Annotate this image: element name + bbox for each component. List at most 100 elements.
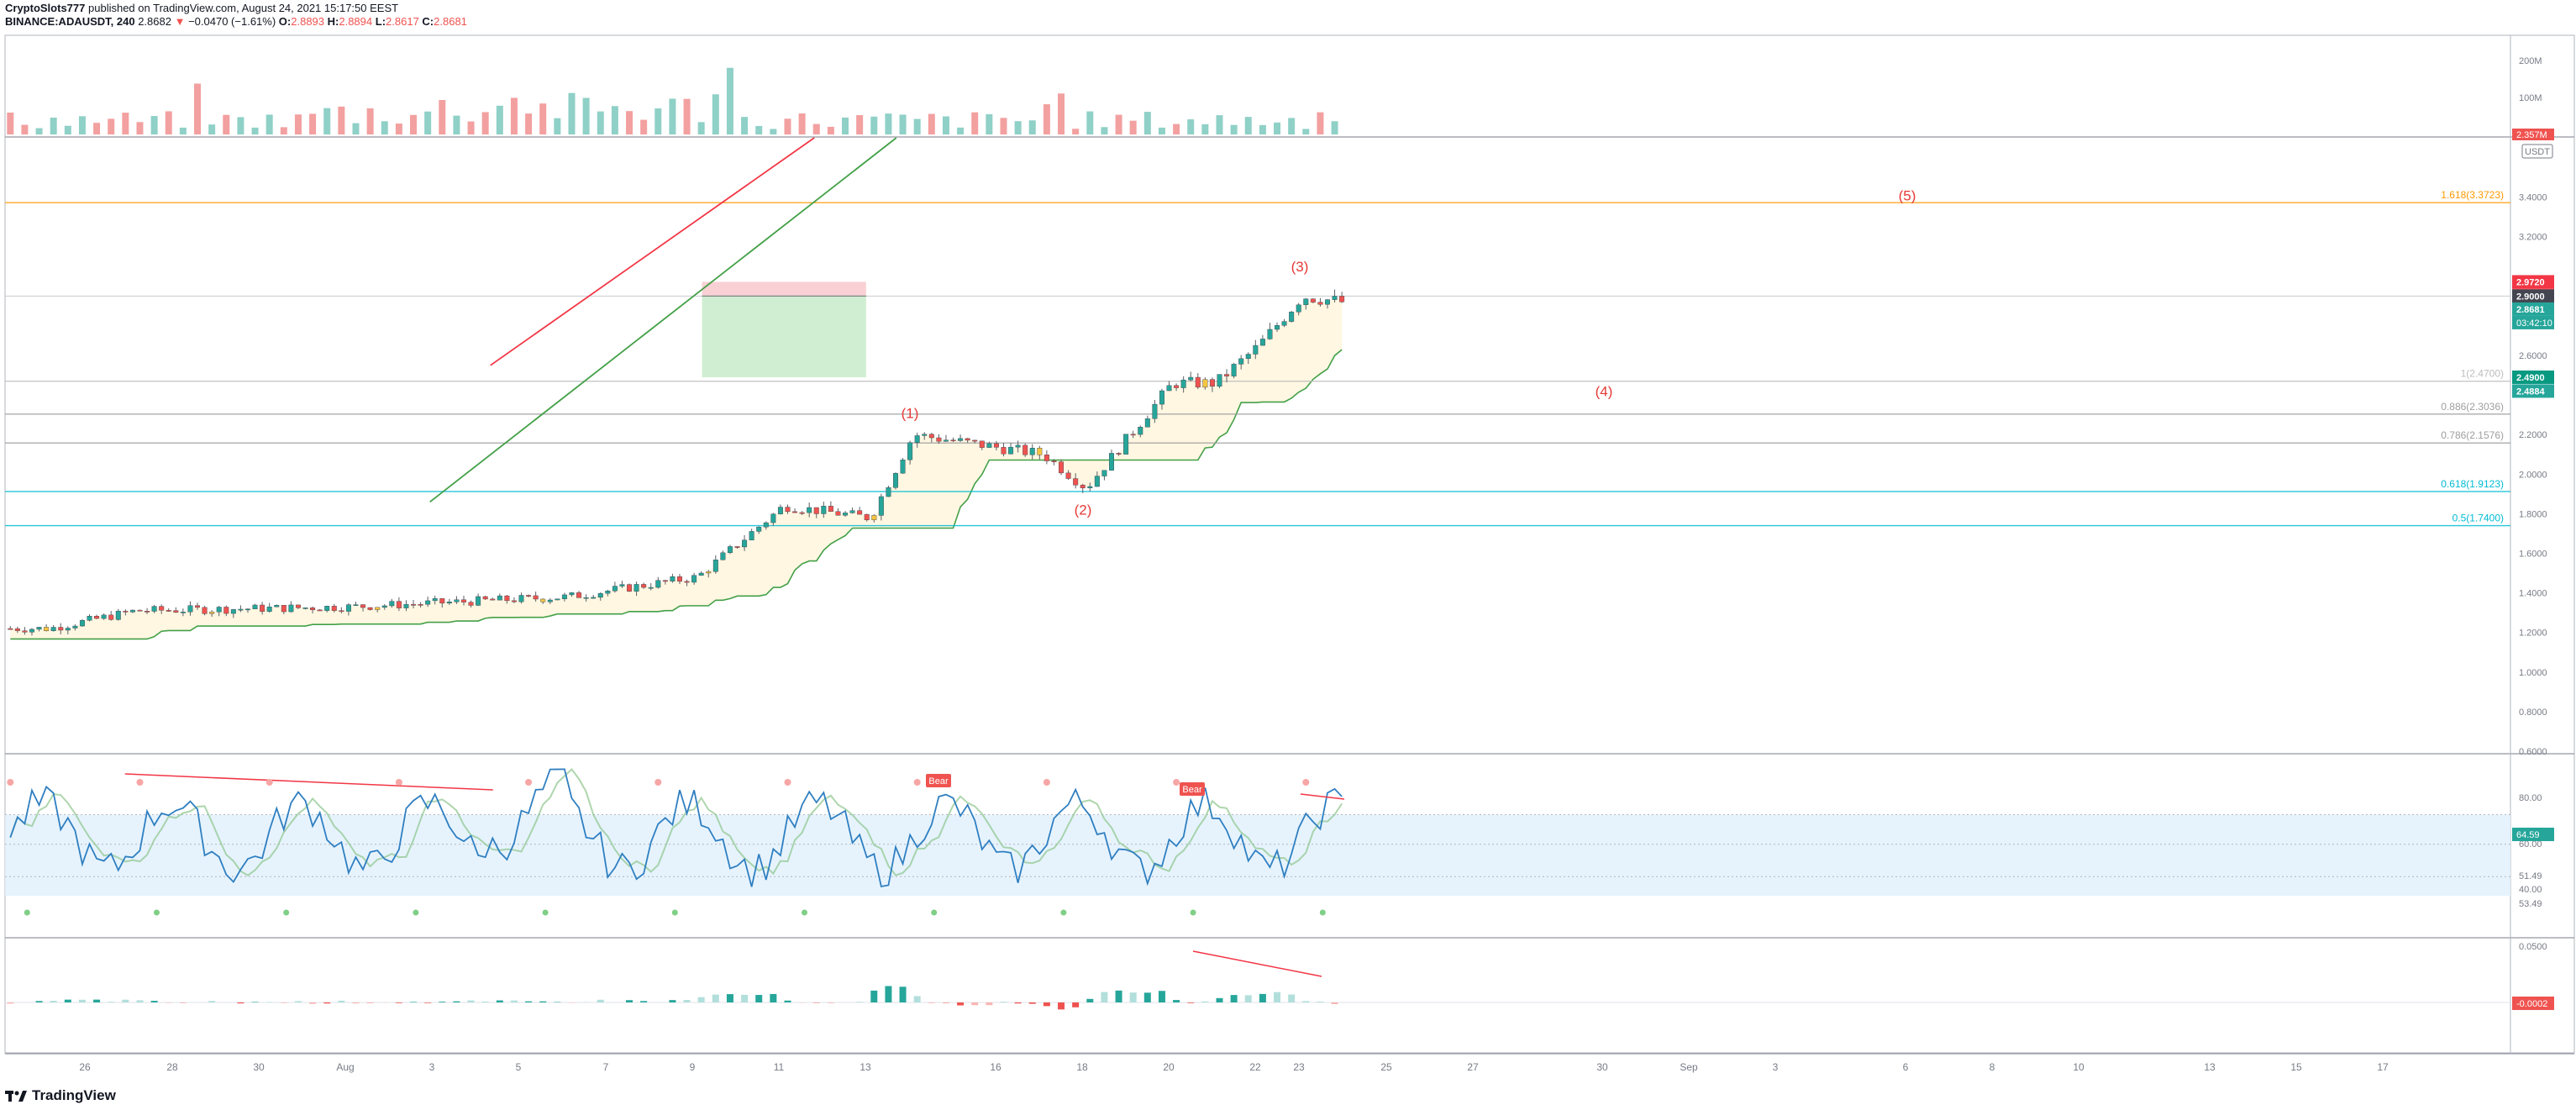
candle-body — [173, 610, 179, 613]
price-tick-label: 3.2000 — [2519, 233, 2547, 243]
volume-bar — [395, 124, 402, 134]
symbol-name[interactable]: BINANCE:ADAUSDT, 240 — [5, 15, 135, 28]
candle-body — [1144, 418, 1150, 428]
volume-bar — [986, 113, 993, 134]
candle-body — [1029, 448, 1035, 455]
histogram-bar — [1173, 1000, 1180, 1002]
time-tick-label: 10 — [2073, 1061, 2084, 1073]
volume-bar — [1115, 114, 1122, 134]
price-tag-text: 2.4884 — [2516, 387, 2546, 397]
candle-body — [101, 614, 107, 619]
time-tick-label: 22 — [1249, 1061, 1261, 1073]
volume-bar — [309, 113, 317, 134]
candle-body — [490, 598, 496, 601]
candle-body — [720, 552, 726, 560]
volume-bar — [957, 127, 965, 134]
volume-bar — [453, 115, 460, 134]
candle-body — [288, 604, 294, 613]
price-tick-label: 2.6000 — [2519, 351, 2547, 361]
volume-bar — [64, 125, 71, 134]
volume-bar — [568, 92, 576, 134]
histogram-bar — [50, 1001, 57, 1002]
time-tick-label: 3 — [429, 1061, 435, 1073]
histogram-bar — [1158, 991, 1165, 1002]
time-tick-label: 6 — [1903, 1061, 1909, 1073]
volume-bar — [640, 119, 648, 134]
open-label: O: — [278, 15, 292, 28]
candle-body — [561, 594, 567, 599]
osc-signal-dot — [784, 779, 791, 786]
bear-label: Bear — [1182, 785, 1202, 795]
candle-body — [1303, 298, 1309, 305]
volume-bar — [122, 113, 129, 134]
volume-bar — [554, 118, 561, 134]
volume-bar — [410, 114, 418, 134]
candle-body — [878, 496, 884, 516]
candle-body — [864, 513, 870, 520]
candle-body — [324, 606, 330, 611]
candle-body — [1094, 476, 1100, 487]
candle-body — [1080, 485, 1086, 488]
candle-body — [137, 609, 143, 612]
volume-bar — [1259, 124, 1266, 134]
volume-bar — [510, 97, 518, 134]
volume-bar — [7, 112, 14, 134]
volume-bar — [582, 97, 590, 134]
candle-body — [295, 604, 301, 608]
histogram-bar — [1043, 1002, 1050, 1007]
low-label: L: — [375, 15, 386, 28]
candle-body — [734, 546, 740, 548]
volume-bar — [1000, 118, 1007, 134]
candle-body — [1051, 460, 1057, 462]
candle-body — [633, 584, 639, 592]
volume-bar — [971, 112, 979, 134]
volume-bar — [208, 124, 216, 134]
candle-body — [749, 531, 754, 540]
candle-body — [266, 606, 272, 612]
volume-bar — [21, 124, 29, 134]
candle-body — [1253, 345, 1259, 355]
tradingview-logo[interactable]: TradingView — [5, 1087, 116, 1104]
osc-signal-dot — [1190, 909, 1196, 916]
volume-tag-text: 2.357M — [2516, 130, 2547, 140]
histogram-bar — [1143, 992, 1151, 1002]
candle-body — [1159, 390, 1164, 405]
wave-label: (3) — [1291, 259, 1309, 275]
time-tick-label: 9 — [690, 1061, 696, 1073]
candle-body — [1152, 403, 1158, 419]
candle-body — [591, 597, 597, 599]
candle-body — [1231, 364, 1237, 376]
histogram-bar — [755, 995, 763, 1002]
candle-body — [180, 612, 186, 613]
volume-bar — [179, 127, 187, 134]
candle-body — [244, 608, 250, 611]
candle-body — [547, 599, 553, 602]
down-arrow-icon: ▼ — [174, 15, 186, 28]
histogram-bar — [7, 1002, 14, 1004]
candle-body — [209, 611, 215, 614]
volume-bar — [1201, 124, 1209, 134]
candle-body — [166, 610, 171, 612]
volume-bar — [1302, 129, 1310, 134]
volume-bar — [697, 122, 705, 134]
candle-body — [79, 620, 85, 627]
candle-body — [425, 600, 431, 605]
volume-bar — [280, 127, 287, 134]
time-tick-label: 28 — [166, 1061, 178, 1073]
osc-band — [5, 814, 2510, 897]
volume-bar — [366, 108, 374, 134]
histogram-bar — [885, 986, 892, 1002]
candle-body — [281, 605, 287, 613]
histogram-bar — [1216, 997, 1223, 1002]
price-tick-label: 3.4000 — [2519, 193, 2547, 203]
volume-bar — [467, 121, 475, 134]
histogram-bar — [309, 1002, 317, 1004]
author-name[interactable]: CryptoSlots777 — [5, 2, 86, 14]
candle-body — [958, 438, 964, 441]
price-tag-text: 2.9000 — [2516, 292, 2545, 302]
candle-body — [460, 599, 466, 602]
candle-body — [777, 507, 783, 514]
candle-body — [1209, 379, 1215, 387]
histogram-bar — [683, 1000, 691, 1002]
